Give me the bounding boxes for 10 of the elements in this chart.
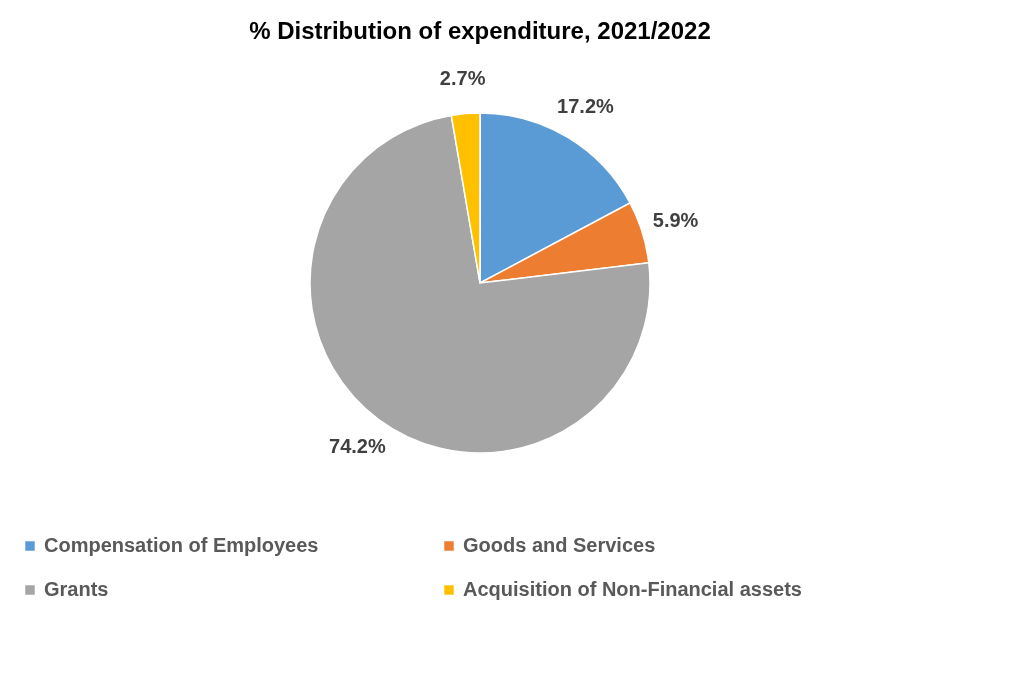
data-label: 74.2% [329,435,386,458]
pie-slice [309,114,651,454]
legend-label: Acquisition of Non-Financial assets [463,578,802,600]
legend-label: Grants [44,578,109,600]
chart-title: % Distribution of expenditure, 2021/2022 [249,17,711,44]
legend-label: Compensation of Employees [44,534,319,556]
data-label: 2.7% [439,66,486,89]
data-label: 17.2% [557,95,615,118]
data-label: 5.9% [652,209,699,232]
legend-label: Goods and Services [463,534,656,556]
